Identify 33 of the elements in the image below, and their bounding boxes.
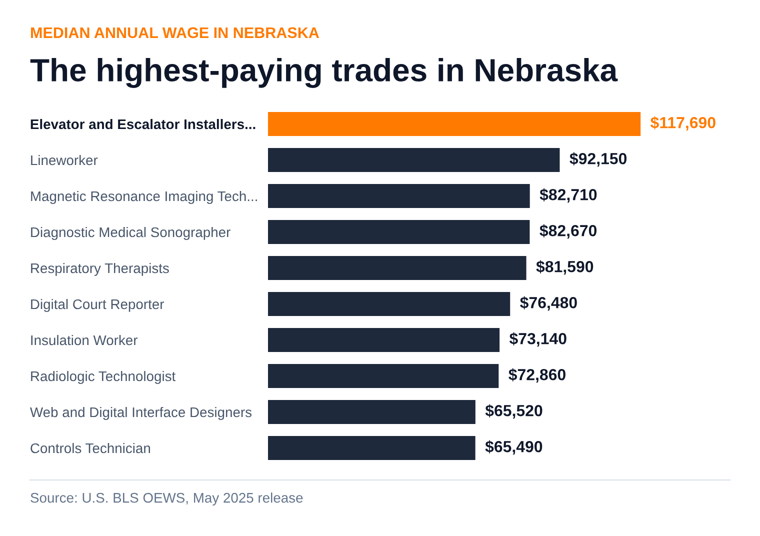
y-tick-label: Respiratory Therapists xyxy=(31,262,169,276)
data-label: $65,520 xyxy=(485,404,542,419)
bar xyxy=(268,220,530,244)
bar xyxy=(268,112,641,136)
data-label: $73,140 xyxy=(509,332,566,347)
data-label: $76,480 xyxy=(520,296,577,311)
bar xyxy=(268,328,500,352)
bar xyxy=(268,292,510,316)
data-label: $117,690 xyxy=(650,116,716,131)
bar xyxy=(268,184,530,208)
data-label: $82,710 xyxy=(540,188,597,203)
data-label: $65,490 xyxy=(485,440,542,455)
bar xyxy=(268,364,499,388)
source-note: Source: U.S. BLS OEWS, May 2025 release xyxy=(30,492,303,506)
bar xyxy=(268,256,526,280)
y-tick-label: Controls Technician xyxy=(30,442,150,454)
bar xyxy=(268,436,476,460)
y-tick-label: Elevator and Escalator Installers... xyxy=(30,118,256,130)
data-label: $82,670 xyxy=(540,224,597,239)
y-tick-label: Lineworker xyxy=(31,154,98,166)
chart-title: The highest-paying trades in Nebraska xyxy=(30,58,618,88)
bar xyxy=(268,400,476,424)
y-tick-label: Diagnostic Medical Sonographer xyxy=(31,226,230,240)
y-tick-label: Digital Court Reporter xyxy=(31,298,164,312)
data-label: $81,590 xyxy=(536,260,594,275)
chart-subtitle: MEDIAN ANNUAL WAGE IN NEBRASKA xyxy=(31,27,320,38)
y-tick-label: Insulation Worker xyxy=(31,334,138,346)
data-label: $92,150 xyxy=(570,152,627,167)
y-tick-label: Web and Digital Interface Designers xyxy=(30,406,252,420)
data-label: $72,860 xyxy=(508,368,566,383)
y-tick-label: Magnetic Resonance Imaging Tech... xyxy=(31,190,257,204)
y-tick-label: Radiologic Technologist xyxy=(31,370,176,384)
bar xyxy=(268,148,560,172)
